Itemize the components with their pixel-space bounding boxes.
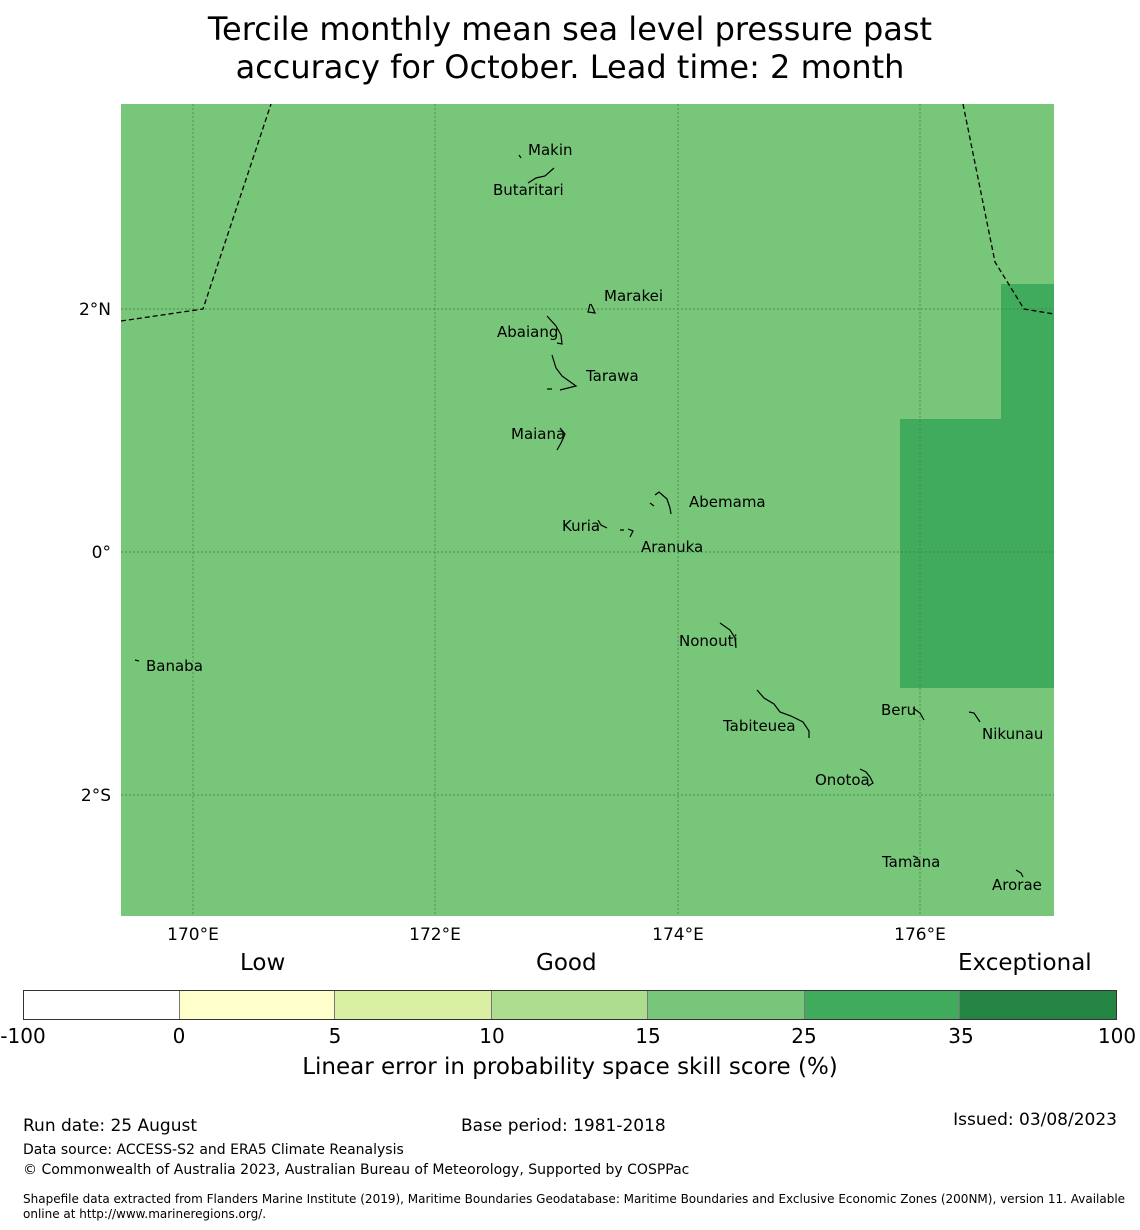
map-canvas: Makin Butaritari Marakei Abaiang Tarawa …	[79, 103, 1055, 945]
graticule	[121, 104, 1054, 916]
colorbar-segment	[492, 991, 648, 1019]
lon-label-176e: 176°E	[894, 925, 946, 945]
copyright: © Commonwealth of Australia 2023, Austra…	[23, 1162, 690, 1178]
island-label-nikunau: Nikunau	[982, 725, 1043, 743]
island-label-arorae: Arorae	[992, 876, 1042, 894]
map-title: Tercile monthly mean sea level pressure …	[0, 10, 1140, 86]
colorbar-segment	[647, 991, 805, 1019]
colorbar-tick: 15	[635, 1024, 661, 1048]
colorbar-tick: 10	[479, 1024, 505, 1048]
island-label-maiana: Maiana	[511, 425, 565, 443]
colorbar-category-good: Good	[536, 950, 597, 976]
colorbar-tick: 35	[948, 1024, 974, 1048]
colorbar-segment	[335, 991, 493, 1019]
lat-label-0: 0°	[92, 543, 111, 563]
title-line-1: Tercile monthly mean sea level pressure …	[207, 10, 933, 48]
island-label-onotoa: Onotoa	[815, 771, 870, 789]
colorbar-tick: 5	[328, 1024, 342, 1048]
colorbar-category-exceptional: Exceptional	[958, 950, 1092, 976]
island-outlines	[134, 154, 1024, 878]
island-label-tamana: Tamana	[881, 853, 940, 871]
run-date: Run date: 25 August	[23, 1116, 197, 1136]
island-label-abaiang: Abaiang	[497, 323, 558, 341]
issued-date: Issued: 03/08/2023	[953, 1110, 1117, 1130]
lon-label-170e: 170°E	[167, 925, 219, 945]
shapefile-credit-line-1: Shapefile data extracted from Flanders M…	[23, 1192, 1126, 1206]
skill-field-high	[900, 284, 1054, 688]
colorbar-label: Linear error in probability space skill …	[302, 1054, 838, 1080]
colorbar-segment	[179, 991, 336, 1019]
island-label-marakei: Marakei	[604, 287, 663, 305]
data-source: Data source: ACCESS-S2 and ERA5 Climate …	[23, 1142, 404, 1158]
colorbar	[23, 990, 1117, 1020]
eez-boundary	[120, 103, 1055, 322]
island-label-abemama: Abemama	[689, 493, 766, 511]
lon-axis-labels: 170°E 172°E 174°E 176°E	[167, 925, 946, 945]
base-period: Base period: 1981-2018	[461, 1116, 666, 1136]
lon-label-174e: 174°E	[652, 925, 704, 945]
island-label-tabiteuea: Tabiteuea	[722, 717, 796, 735]
colorbar-category-low: Low	[240, 950, 286, 976]
island-label-kuria: Kuria	[562, 517, 600, 535]
island-label-butaritari: Butaritari	[493, 181, 564, 199]
island-label-aranuka: Aranuka	[641, 538, 703, 556]
title-line-2: accuracy for October. Lead time: 2 month	[235, 48, 905, 86]
lon-label-172e: 172°E	[409, 925, 461, 945]
colorbar-tick: 0	[172, 1024, 186, 1048]
colorbar-segment	[804, 991, 961, 1019]
island-label-banaba: Banaba	[146, 657, 203, 675]
lat-label-2n: 2°N	[79, 300, 111, 320]
island-label-tarawa: Tarawa	[585, 367, 639, 385]
island-label-makin: Makin	[528, 141, 573, 159]
skill-field-base	[121, 104, 1054, 916]
colorbar-tick: -100	[0, 1024, 46, 1048]
colorbar-segment	[960, 991, 1117, 1019]
shapefile-credit-line-2: online at http://www.marineregions.org/.	[23, 1207, 267, 1221]
colorbar-segment	[24, 991, 180, 1019]
island-label-nonouti: Nonouti	[679, 632, 738, 650]
colorbar-tick: 25	[791, 1024, 817, 1048]
lat-label-2s: 2°S	[81, 786, 111, 806]
island-label-beru: Beru	[881, 701, 916, 719]
island-labels: Makin Butaritari Marakei Abaiang Tarawa …	[146, 141, 1043, 894]
colorbar-tick: 100	[1097, 1024, 1137, 1048]
lat-axis-labels: 2°N 0° 2°S	[79, 300, 111, 806]
